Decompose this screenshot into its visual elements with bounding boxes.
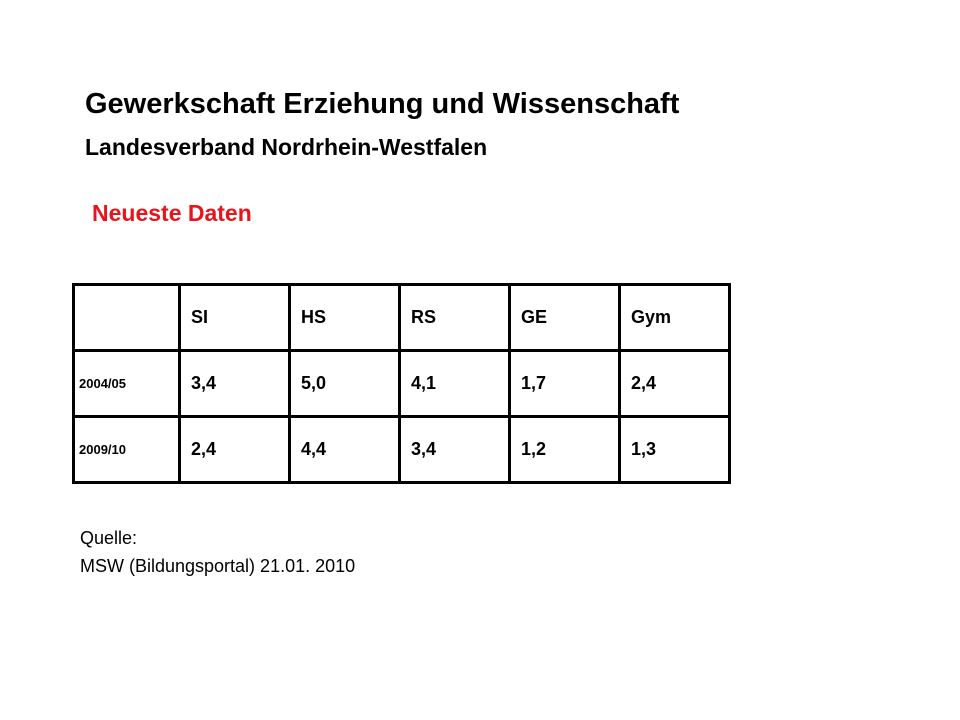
cell: 1,7 [508,349,621,418]
cell: 1,3 [618,415,731,484]
cell: 4,1 [398,349,511,418]
header-row: SI HS RS GE Gym [72,283,731,352]
table-row: 2004/05 3,4 5,0 4,1 1,7 2,4 [72,349,731,418]
subtitle: Landesverband Nordrhein-Westfalen [85,134,488,160]
cell: 4,4 [288,415,401,484]
corner-cell [72,283,181,352]
table-row: 2009/10 2,4 4,4 3,4 1,2 1,3 [72,415,731,484]
cell: 2,4 [618,349,731,418]
cell: 1,2 [508,415,621,484]
section-title: Neueste Daten [92,200,252,226]
row-header: 2009/10 [72,415,181,484]
column-header: HS [288,283,401,352]
source-label: Quelle: [80,528,138,548]
column-header: Gym [618,283,731,352]
cell: 3,4 [398,415,511,484]
cell: 5,0 [288,349,401,418]
column-header: RS [398,283,511,352]
title: Gewerkschaft Erziehung und Wissenschaft [85,88,680,120]
column-header: SI [178,283,291,352]
row-header: 2004/05 [72,349,181,418]
cell: 3,4 [178,349,291,418]
source-text: MSW (Bildungsportal) 21.01. 2010 [80,556,356,576]
column-header: GE [508,283,621,352]
data-table: SI HS RS GE Gym 2004/05 3,4 5,0 4,1 1,7 2,4 2009/10… [72,283,731,484]
cell: 2,4 [178,415,291,484]
